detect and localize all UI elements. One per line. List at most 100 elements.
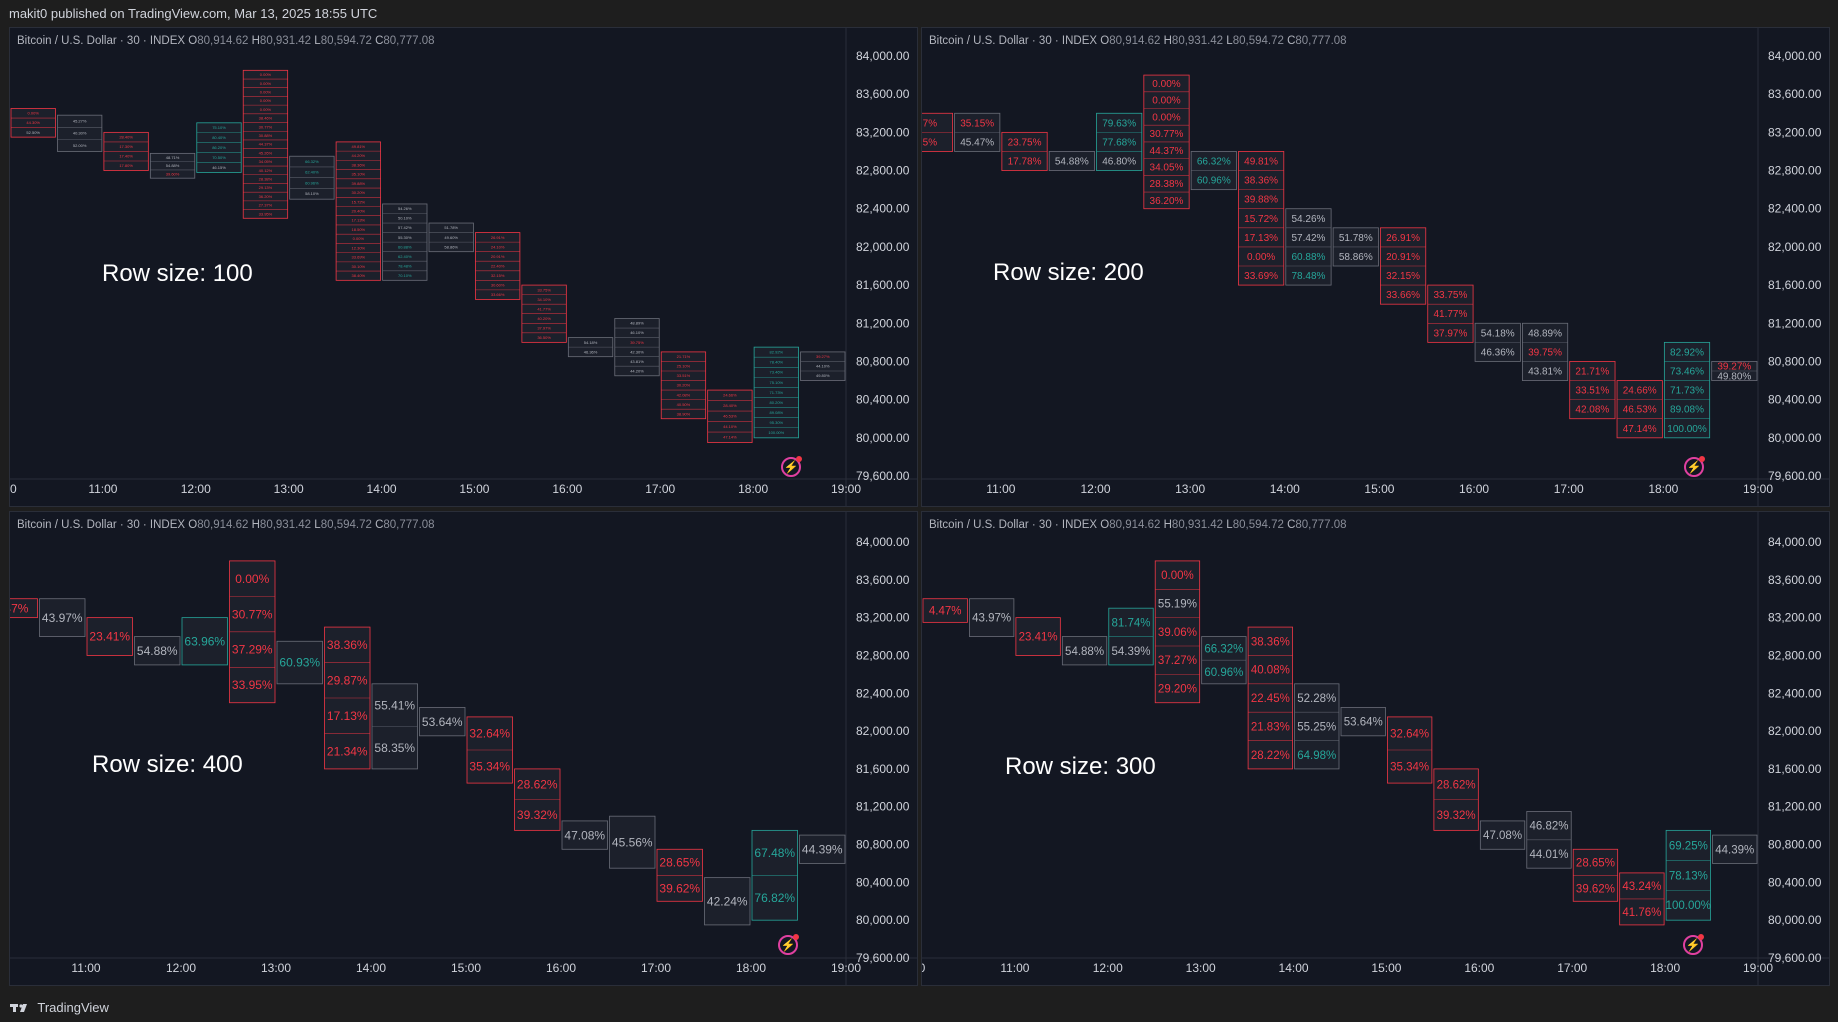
profile-column[interactable]: 66.32% 60.96%	[1201, 636, 1247, 685]
profile-cell-label: 53.64%	[1344, 717, 1383, 729]
alert-flash-icon[interactable]: ⚡	[781, 456, 802, 477]
profile-column[interactable]: 82.92% 78.40% 73.46% 75.10% 71.73% 80.20% 89.0…	[753, 346, 799, 439]
profile-cell-label: 48.89%	[630, 321, 644, 326]
profile-column[interactable]: 49.81% 44.20% 38.36% 35.10% 39.88% 30.20% 15.7…	[335, 141, 381, 281]
profile-column[interactable]: 7% 5%	[922, 112, 953, 152]
profile-column[interactable]: 54.88%	[134, 636, 181, 666]
profile-column[interactable]: 32.64% 35.34%	[466, 716, 513, 784]
profile-column[interactable]: 39.27%49.80%	[1711, 361, 1758, 382]
profile-column[interactable]: 46.82% 44.01%	[1526, 811, 1572, 869]
profile-column[interactable]: 54.88%	[1061, 636, 1108, 666]
profile-column[interactable]: 53.64%	[1340, 707, 1386, 737]
price-tick-label: 82,800.00	[856, 648, 910, 662]
profile-cell-label: 39.27%	[816, 354, 830, 359]
profile-cell-label: 23.41%	[1019, 632, 1058, 644]
profile-column[interactable]: 54.18% 46.36%	[567, 337, 614, 358]
profile-column[interactable]: 53.64%	[419, 707, 466, 737]
profile-column[interactable]: 38.36% 29.87% 17.13% 21.34%	[324, 626, 371, 770]
profile-column[interactable]: 66.32% 62.40% 60.96% 58.10%	[289, 155, 335, 200]
profile-column[interactable]: 23.41%	[86, 617, 133, 656]
profile-column[interactable]: 23.75% 17.78%	[1001, 131, 1048, 171]
profile-column[interactable]: 54.88%	[1048, 151, 1095, 171]
profile-column[interactable]: 21.71% 33.51% 42.08%	[1569, 361, 1616, 420]
close-value: 80,777.08	[383, 35, 435, 47]
price-tick-label: 84,000.00	[856, 535, 910, 549]
profile-column[interactable]: 44.39%	[1712, 834, 1758, 864]
time-tick-label: 15:00	[451, 961, 481, 975]
profile-cell-label: 39.88%	[352, 181, 366, 186]
profile-column[interactable]: 51.78% 49.60% 58.86%	[428, 222, 474, 253]
profile-column[interactable]: 48.89% 46.10% 39.75% 42.30% 43.81% 44.20%	[614, 318, 660, 377]
profile-column[interactable]: 81.74% 54.39%	[1108, 607, 1154, 666]
profile-column[interactable]: 43.24% 41.76%	[1619, 872, 1665, 926]
profile-cell-label: 17.13%	[1244, 233, 1278, 244]
profile-column[interactable]: 47.08%	[561, 820, 608, 850]
profile-column[interactable]: 47.08%	[1479, 820, 1526, 850]
profile-column[interactable]: 21.71% 25.10% 33.51% 30.20% 42.08% 40.50% 38.9…	[660, 351, 707, 420]
profile-cell-label: 35.15%	[960, 118, 994, 129]
profile-column[interactable]: 48.71% 54.88% 39.60%	[149, 152, 196, 179]
profile-column[interactable]: 26.91% 20.91% 32.15% 33.66%	[1380, 227, 1427, 305]
profile-column[interactable]: 28.62% 39.32%	[1433, 768, 1479, 831]
profile-column[interactable]: 38.36% 40.08% 22.45% 21.83% 28.22%	[1247, 626, 1293, 770]
profile-column[interactable]: 44.39%	[799, 834, 846, 864]
profile-column[interactable]: 35.15% 45.47%	[954, 112, 1001, 152]
profile-column[interactable]: 28.65% 39.62%	[656, 848, 703, 902]
profile-column[interactable]: 45.27% 40.30% 52.00%	[57, 114, 103, 152]
profile-cell-label: 46.15%	[212, 165, 226, 170]
profile-column[interactable]: 28.65% 39.62%	[1572, 848, 1619, 902]
profile-column[interactable]: 33.75% 41.77% 37.97%	[1427, 284, 1474, 343]
profile-column[interactable]: 66.32% 60.96%	[1190, 151, 1237, 191]
profile-column[interactable]: 0.00% 30.77% 37.29% 33.95%	[229, 560, 276, 704]
profile-column[interactable]: 54.26% 57.42% 60.88% 78.48%	[1285, 208, 1332, 286]
profile-column[interactable]: 28.40% 17.30% 17.40% 17.80%	[103, 131, 149, 171]
chart-pane-row-size-400[interactable]: 84,000.00 83,600.00 83,200.00 82,800.00 82,4…	[9, 511, 918, 986]
profile-column[interactable]: 54.26% 50.10% 57.42% 55.30% 60.88% 62.40% 78.4…	[382, 203, 428, 281]
profile-column[interactable]: 55.41% 58.35%	[371, 683, 418, 770]
profile-column[interactable]: 4.47%	[922, 598, 968, 623]
profile-column[interactable]: 0.00% 55.19% 39.06% 37.27% 29.20%	[1154, 560, 1201, 704]
profile-column[interactable]: 49.81% 38.36% 39.88% 15.72% 17.13% 0.00% 33.69…	[1238, 151, 1285, 286]
profile-column[interactable]: 0.00% 0.00% 0.00% 30.77% 44.37% 34.05% 28.38% 3…	[1143, 74, 1190, 210]
profile-column[interactable]: 79.63% 77.68% 46.80%	[1096, 112, 1143, 171]
profile-column[interactable]: 60.93%	[276, 640, 323, 685]
profile-column[interactable]: 54.18% 46.36%	[1474, 322, 1521, 362]
profile-column[interactable]: 24.66% 46.53% 47.14%	[1616, 380, 1663, 439]
profile-column[interactable]: 26.91% 24.10% 20.91% 22.40% 32.15% 30.60% 33.6…	[475, 232, 521, 300]
alert-flash-icon[interactable]: ⚡	[1684, 456, 1705, 477]
profile-cell-label: 66.32%	[1197, 157, 1231, 168]
profile-column[interactable]: 32.64% 35.34%	[1387, 716, 1433, 784]
profile-column[interactable]: 39.27% 44.10% 49.80%	[800, 351, 846, 381]
profile-column[interactable]: 42.24%	[704, 877, 751, 926]
chart-pane-row-size-100[interactable]: 84,000.00 83,600.00 83,200.00 82,800.00 82,4…	[9, 27, 918, 507]
profile-column[interactable]: 23.41%	[1015, 617, 1061, 656]
alert-flash-icon[interactable]: ⚡	[1683, 934, 1704, 955]
chart-pane-row-size-200[interactable]: 84,000.00 83,600.00 83,200.00 82,800.00 82,4…	[921, 27, 1830, 507]
profile-column[interactable]: 0.00% 0.00% 0.00% 0.00% 0.00% 38.46% 30.77% 30.…	[242, 69, 289, 219]
profile-column[interactable]: 33.75% 34.10% 41.77% 40.20% 37.97% 36.50%	[521, 284, 567, 343]
profile-cell-label: 0.00%	[353, 236, 365, 241]
profile-column[interactable]: 0.00% 44.30% 52.50%	[10, 108, 56, 138]
profile-column[interactable]: 52.28% 55.25% 64.98%	[1294, 683, 1340, 770]
profile-column[interactable]: 28.62% 39.32%	[514, 768, 561, 831]
alert-flash-icon[interactable]: ⚡	[778, 934, 799, 955]
symbol-legend: Bitcoin / U.S. Dollar · 30 · INDEX O80,9…	[17, 35, 435, 47]
profile-column[interactable]: 24.66% 28.40% 46.53% 44.10% 47.14%	[707, 389, 753, 443]
profile-cell-label: 55.41%	[374, 698, 415, 712]
profile-column[interactable]: 82.92% 73.46% 71.73% 89.08% 100.00%	[1663, 341, 1711, 439]
profile-cell-label: 28.40%	[723, 403, 737, 408]
profile-cell-label: 82.92%	[770, 350, 784, 355]
profile-cell-label: 25.10%	[677, 364, 691, 369]
profile-column[interactable]: 63.96%	[181, 617, 228, 666]
profile-column[interactable]: 51.78% 58.86%	[1332, 227, 1379, 267]
profile-cell-label: 30.77%	[1150, 129, 1184, 140]
profile-column[interactable]: 48.89% 39.75% 43.81%	[1521, 322, 1569, 381]
profile-column[interactable]: 67.48% 76.82%	[751, 829, 798, 921]
profile-column[interactable]: 45.56%	[609, 815, 656, 869]
profile-column[interactable]: 43.97%	[969, 598, 1015, 637]
profile-column[interactable]: .47%	[10, 598, 38, 619]
profile-column[interactable]: 75.10% 80.40% 86.20% 70.50% 46.15%	[196, 122, 242, 173]
profile-column[interactable]: 43.97%	[39, 598, 86, 637]
profile-column[interactable]: 69.25% 78.13% 100.00%	[1666, 829, 1711, 921]
chart-pane-row-size-300[interactable]: 84,000.00 83,600.00 83,200.00 82,800.00 82,4…	[921, 511, 1830, 986]
